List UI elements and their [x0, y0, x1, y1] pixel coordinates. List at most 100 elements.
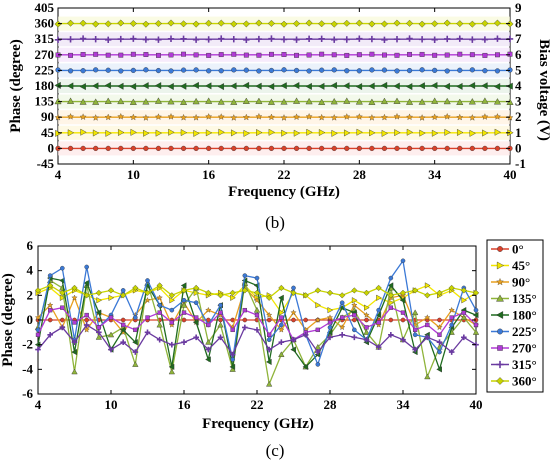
chart-b-point: [318, 113, 326, 121]
chart-c-legend-entry: 45°: [491, 258, 530, 273]
chart-b-point: [268, 145, 275, 152]
chart-b-xtick-label: 40: [504, 167, 517, 182]
chart-c-point: [108, 346, 114, 353]
chart-b-point: [419, 129, 426, 137]
chart-b-point: [343, 97, 351, 104]
chart-c-point: [120, 288, 126, 293]
chart-b-point: [143, 52, 149, 57]
chart-c-point: [144, 289, 151, 296]
chart-b-point: [280, 114, 288, 121]
chart-c-point: [242, 317, 248, 323]
chart-b-point: [369, 51, 375, 57]
chart-c-point: [205, 338, 212, 345]
chart-b-point: [192, 97, 200, 105]
chart-b-point: [381, 145, 388, 152]
chart-b-series: [55, 145, 513, 152]
chart-b-point: [154, 82, 162, 90]
chart-b-point: [231, 51, 237, 57]
chart-c-point: [278, 339, 285, 345]
chart-b-point: [318, 35, 325, 42]
chart-c-point: [376, 294, 382, 301]
chart-c-point: [351, 302, 358, 308]
chart-b-point: [217, 19, 225, 27]
chart-b-point: [92, 82, 99, 90]
chart-c-point: [120, 339, 126, 345]
chart-b-point: [293, 20, 301, 28]
chart-c-point: [217, 334, 224, 341]
chart-b-point: [443, 82, 450, 90]
chart-b-y2tick-label: -1: [515, 156, 526, 171]
chart-b-point: [268, 67, 275, 74]
chart-b-point: [280, 98, 288, 105]
chart-b-point: [481, 82, 488, 90]
chart-c-point: [437, 332, 442, 337]
chart-b-point: [192, 20, 200, 28]
chart-c-point: [230, 294, 236, 301]
chart-c-point: [352, 317, 357, 323]
chart-c-point: [339, 300, 345, 306]
chart-c-point: [340, 315, 345, 320]
chart-b-point: [369, 145, 375, 152]
chart-c-point: [339, 292, 346, 299]
chart-b-point: [419, 67, 425, 73]
chart-c-point: [71, 368, 78, 375]
chart-b-point: [507, 51, 513, 57]
chart-c-point: [449, 322, 454, 328]
chart-b-point: [330, 20, 338, 28]
chart-c-point: [107, 287, 115, 294]
chart-c-point: [133, 327, 138, 333]
chart-b-point: [468, 81, 476, 90]
chart-c-series: [35, 322, 479, 358]
chart-c-point: [83, 326, 90, 333]
chart-b-xlabel: Frequency (GHz): [228, 184, 340, 200]
chart-c-point: [181, 317, 187, 323]
chart-c-point: [376, 320, 381, 325]
chart-c-point: [437, 317, 442, 323]
chart-b-point: [67, 19, 75, 27]
chart-b-point: [444, 68, 450, 74]
chart-c-point: [253, 306, 261, 313]
chart-b-point: [180, 20, 188, 28]
chart-c-point: [326, 289, 334, 296]
chart-b-point: [168, 52, 174, 58]
chart-b-series: [54, 97, 514, 105]
chart-c-point: [47, 317, 53, 323]
chart-c-xtick-label: 4: [35, 397, 42, 412]
chart-b-series: [54, 19, 514, 28]
chart-b-series: [55, 128, 514, 137]
chart-c-ytick-label: -4: [22, 361, 33, 376]
chart-c-point: [460, 287, 467, 294]
chart-c-point: [59, 289, 66, 296]
chart-c-ytick-label: -2: [22, 337, 33, 352]
chart-c-point: [303, 317, 308, 323]
chart-b-point: [418, 36, 426, 43]
chart-b-point: [143, 67, 149, 73]
chart-c-point: [278, 351, 285, 357]
chart-c-point: [412, 332, 418, 338]
chart-c-point: [460, 314, 467, 320]
chart-b-point: [394, 129, 401, 137]
chart-b-point: [142, 114, 150, 121]
chart-c-point: [132, 284, 139, 292]
chart-c-point: [242, 324, 248, 331]
chart-b-point: [457, 67, 463, 73]
chart-c-point: [314, 287, 321, 294]
chart-c-point: [278, 294, 284, 301]
chart-b-point: [242, 20, 250, 28]
chart-b-point: [344, 68, 350, 74]
chart-b-point: [143, 145, 149, 152]
chart-c-point: [96, 325, 101, 330]
chart-c-point: [120, 292, 127, 299]
chart-c-point: [48, 307, 53, 313]
chart-c-point: [413, 327, 418, 333]
chart-c-point: [205, 289, 212, 296]
chart-b-point: [431, 36, 438, 43]
chart-b-point: [393, 82, 400, 90]
chart-c-point: [302, 363, 309, 371]
chart-b-point: [305, 82, 312, 90]
chart-c-point: [449, 315, 454, 320]
chart-c-point: [424, 292, 431, 299]
chart-b-y2tick-label: 2: [515, 109, 522, 124]
chart-b-point: [54, 81, 61, 89]
